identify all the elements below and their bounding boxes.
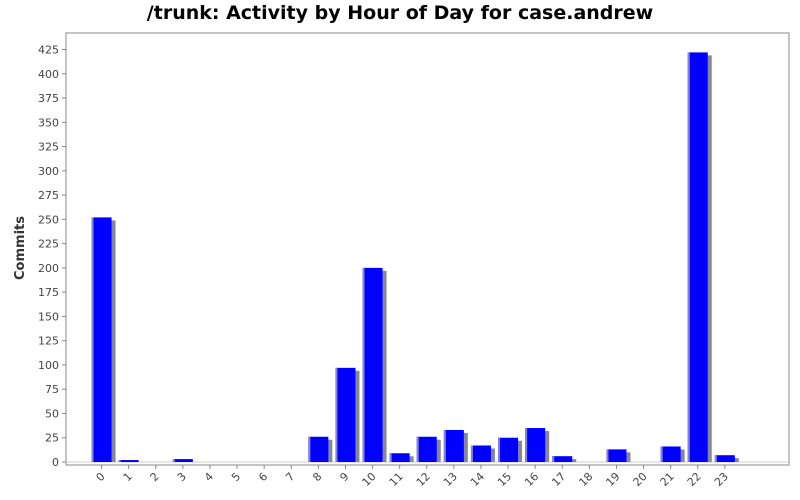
bar-10 (362, 267, 383, 462)
bar-highlight (498, 437, 501, 462)
y-tick-label: 200 (38, 262, 59, 275)
x-tick-label: 1 (121, 470, 135, 484)
x-tick-label: 11 (387, 470, 406, 489)
y-tick-label: 25 (45, 432, 59, 445)
bar-highlight (308, 436, 311, 462)
x-axis: 0 1 2 3 4 5 6 7 8 9 10 11 12 13 14 15 16 17 18 19 20 21 22 23 (66, 461, 789, 489)
bar-highlight (389, 453, 392, 462)
x-tick-label: 8 (310, 470, 324, 484)
bar-highlight (172, 459, 175, 462)
bar-highlight (91, 217, 94, 462)
x-tick-label: 19 (603, 470, 622, 489)
bar-16 (525, 428, 546, 462)
x-tick-label: 10 (360, 470, 379, 489)
plot-area (65, 32, 790, 466)
bar-17 (552, 456, 573, 462)
bar-19 (606, 449, 627, 462)
y-tick-label: 350 (38, 116, 59, 129)
x-tick-label: 4 (202, 470, 216, 484)
x-tick-label: 0 (94, 470, 108, 484)
y-tick-label: 375 (38, 92, 59, 105)
bar-0 (91, 217, 112, 462)
bar-22 (687, 52, 708, 462)
x-tick-label: 22 (685, 470, 704, 489)
y-tick-label: 150 (38, 310, 59, 323)
bar-11 (389, 453, 410, 462)
bar-highlight (714, 455, 717, 462)
x-tick-label: 21 (658, 470, 677, 489)
y-axis-title: Commits (13, 216, 28, 280)
x-tick-label: 13 (441, 470, 460, 489)
y-tick-label: 175 (38, 286, 59, 299)
y-axis: 0 25 50 75 100 125 150 175 200 225 250 275 300 325 350… (38, 43, 66, 469)
bars (91, 52, 739, 462)
x-tick-label: 9 (337, 470, 351, 484)
x-tick-label: 17 (549, 470, 568, 489)
y-tick-label: 275 (38, 189, 59, 202)
x-tick-label: 6 (256, 470, 270, 484)
x-tick-label: 15 (495, 470, 514, 489)
y-tick-label: 400 (38, 68, 59, 81)
chart-title: /trunk: Activity by Hour of Day for case… (146, 2, 654, 24)
y-tick-label: 300 (38, 165, 59, 178)
y-tick-label: 75 (45, 383, 59, 396)
y-tick-label: 250 (38, 213, 59, 226)
bar-8 (308, 436, 329, 462)
bar-highlight (118, 460, 121, 462)
y-tick-label: 0 (52, 456, 59, 469)
bar-15 (498, 437, 519, 462)
y-tick-label: 225 (38, 238, 59, 251)
bar-21 (660, 446, 681, 462)
bar-highlight (362, 267, 365, 462)
bar-highlight (470, 445, 473, 462)
bar-12 (416, 436, 437, 462)
bar-highlight (416, 436, 419, 462)
y-tick-label: 125 (38, 335, 59, 348)
bar-highlight (606, 449, 609, 462)
x-tick-label: 18 (576, 470, 595, 489)
x-tick-label: 5 (229, 470, 243, 484)
y-tick-label: 425 (38, 43, 59, 56)
y-tick-label: 325 (38, 141, 59, 154)
x-tick-label: 16 (522, 470, 541, 489)
bar-highlight (660, 446, 663, 462)
x-tick-label: 20 (631, 470, 650, 489)
x-tick-label: 23 (712, 470, 731, 489)
x-tick-label: 14 (468, 470, 487, 489)
bar-highlight (335, 367, 338, 462)
bar-13 (443, 429, 464, 462)
y-tick-label: 50 (45, 407, 59, 420)
x-tick-label: 3 (175, 470, 189, 484)
x-tick-label: 7 (283, 470, 297, 484)
bar-highlight (525, 428, 528, 462)
bar-3 (172, 459, 193, 462)
bar-highlight (687, 52, 690, 462)
x-tick-label: 12 (414, 470, 433, 489)
bar-23 (714, 455, 735, 462)
bar-highlight (552, 456, 555, 462)
bar-1 (118, 460, 139, 462)
bar-9 (335, 367, 356, 462)
y-tick-label: 100 (38, 359, 59, 372)
bar-14 (470, 445, 491, 462)
bar-highlight (443, 429, 446, 462)
x-tick-label: 2 (148, 470, 162, 484)
